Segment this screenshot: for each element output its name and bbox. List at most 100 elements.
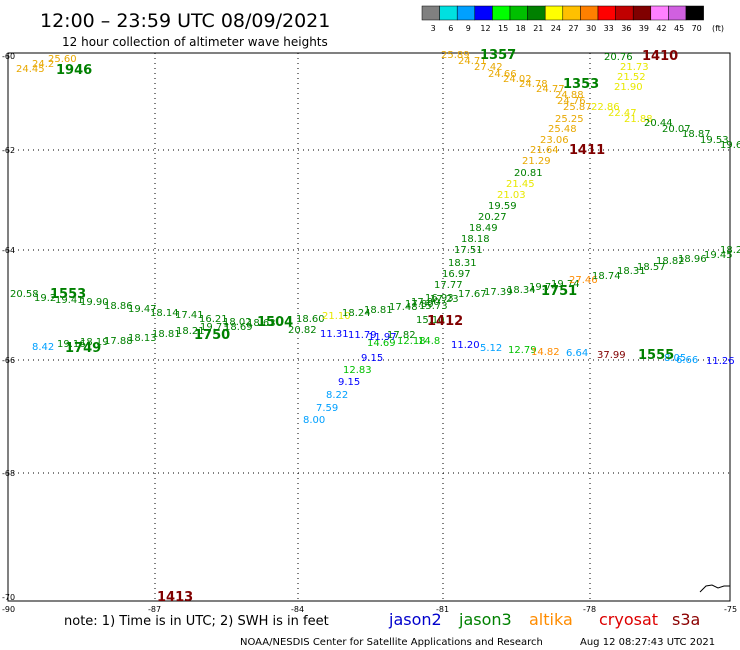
wave-height-label: 16.21: [199, 314, 228, 325]
scale-swatch: [544, 5, 564, 21]
wave-height-label: 18.14: [150, 308, 179, 319]
wave-height-label: 9.15: [361, 353, 383, 364]
lat-tick: -64: [2, 246, 15, 255]
scale-swatch: [580, 5, 599, 21]
wave-height-label: 24.45: [16, 64, 45, 75]
wave-height-label: 21.90: [614, 82, 643, 93]
scale-label: 6: [448, 24, 453, 33]
wave-height-label: 11.20: [451, 340, 480, 351]
wave-height-label: 19.47: [128, 304, 157, 315]
pass-time-label: 1411: [569, 143, 605, 158]
wave-height-label: 19.45: [704, 250, 733, 261]
pass-time-label: 1553: [50, 287, 86, 302]
wave-height-label: 21.73: [620, 62, 649, 73]
wave-height-label: 7.59: [316, 403, 338, 414]
wave-height-label: 18.87: [682, 129, 711, 140]
wave-height-label: 22.47: [608, 108, 637, 119]
plot-frame: [7, 52, 731, 602]
wave-height-label: 16.97: [442, 269, 471, 280]
wave-height-label: 20.82: [288, 325, 317, 336]
wave-height-label: 20.76: [604, 52, 633, 63]
wave-height-label: 19.74: [551, 279, 580, 290]
scale-label: 42: [656, 24, 666, 33]
wave-height-label: 24.71: [458, 56, 487, 67]
legend-jason2: jason2: [388, 610, 442, 629]
scale-swatch: [439, 5, 458, 21]
wave-height-label: 27.46: [569, 275, 598, 286]
wave-height-label: 12.79: [508, 345, 537, 356]
wave-height-label: 19.59: [488, 201, 517, 212]
color-scale: 3 6 9 12 15 18 21 24 27 30 33 36 39 42 45 70: [421, 5, 704, 33]
wave-height-label: 17.67: [458, 289, 487, 300]
wave-height-label: 18.31: [617, 266, 646, 277]
lat-tick: -68: [2, 469, 15, 478]
scale-label: 45: [674, 24, 684, 33]
wave-height-label: 25.60: [48, 54, 77, 65]
map-title: 12:00 – 23:59 UTC 08/09/2021: [40, 10, 330, 32]
wave-height-label: 18.63: [247, 318, 276, 329]
wave-height-label: 17.82: [387, 330, 416, 341]
wave-height-label: 22.86: [591, 102, 620, 113]
wave-height-label: 18.34: [507, 285, 536, 296]
wave-height-label: 24.88: [555, 90, 584, 101]
wave-height-label: 24.2: [32, 59, 54, 70]
wave-height-label: 19.74: [529, 282, 558, 293]
wave-height-label: 18.57: [637, 262, 666, 273]
wave-height-label: 8.00: [303, 415, 325, 426]
scale-swatch: [632, 5, 652, 21]
wave-height-label: 17.51: [454, 245, 483, 256]
wave-height-label: 8.42: [32, 342, 54, 353]
wave-height-label: 18.21: [176, 326, 205, 337]
scale-swatch: [668, 5, 687, 21]
pass-time-label: 1555: [638, 348, 674, 363]
wave-height-label: 19.6: [720, 140, 740, 151]
pass-time-label: 1353: [563, 77, 599, 92]
scale-label: 9: [466, 24, 471, 33]
wave-height-label: 18.49: [469, 223, 498, 234]
satellite-legend: jason2 jason3 altika cryosat s3a: [388, 610, 700, 629]
coastline: [699, 584, 730, 593]
lat-tick: -66: [2, 356, 15, 365]
wave-height-label: 11.79: [348, 330, 377, 341]
wave-height-label: 11.97: [368, 332, 397, 343]
wave-height-label: 19.53: [700, 135, 729, 146]
pass-time-label: 1357: [480, 48, 516, 63]
graticule: [8, 53, 730, 601]
wave-height-label: 19.41: [55, 295, 84, 306]
pass-time-label: 1750: [194, 328, 230, 343]
wave-height-label: 37.99: [597, 350, 626, 361]
wave-height-label: 15.73: [419, 301, 448, 312]
wave-height-label: 17.80: [405, 299, 434, 310]
pass-time-label: 1410: [642, 49, 678, 64]
wave-height-label: 24.66: [488, 69, 517, 80]
pass-time-label: 1504: [257, 315, 293, 330]
footer-timestamp: Aug 12 08:27:43 UTC 2021: [580, 637, 715, 648]
lon-tick: -84: [291, 605, 304, 614]
scale-swatch: [527, 5, 546, 21]
wave-height-label: 6.64: [566, 348, 588, 359]
wave-height-label: 19.90: [80, 297, 109, 308]
wave-height-label: 17.41: [175, 310, 204, 321]
legend-s3a: s3a: [672, 610, 700, 629]
wave-height-label: 21.52: [617, 72, 646, 83]
wave-height-label: 21.45: [506, 179, 535, 190]
wave-height-label: 14.82: [531, 347, 560, 358]
scale-swatch: [421, 5, 440, 21]
wave-height-label: 20.81: [514, 168, 543, 179]
footer-note: note: 1) Time is in UTC; 2) SWH is in fe…: [64, 614, 329, 629]
scale-label: 39: [639, 24, 649, 33]
wave-height-label: 18.81: [152, 329, 181, 340]
wave-height-label: 16.93: [425, 293, 454, 304]
scale-label: 70: [692, 24, 702, 33]
lat-tick: -62: [2, 146, 15, 155]
wave-height-label: 17.77: [434, 280, 463, 291]
lat-tick: -70: [2, 593, 15, 602]
scale-swatch: [650, 5, 669, 21]
wave-height-label: 23.06: [540, 135, 569, 146]
scale-label: 21: [533, 24, 543, 33]
lon-tick: -75: [724, 605, 737, 614]
wave-height-label: 20.27: [478, 212, 507, 223]
wave-height-label: 6.66: [676, 355, 698, 366]
scale-label: 3: [431, 24, 436, 33]
